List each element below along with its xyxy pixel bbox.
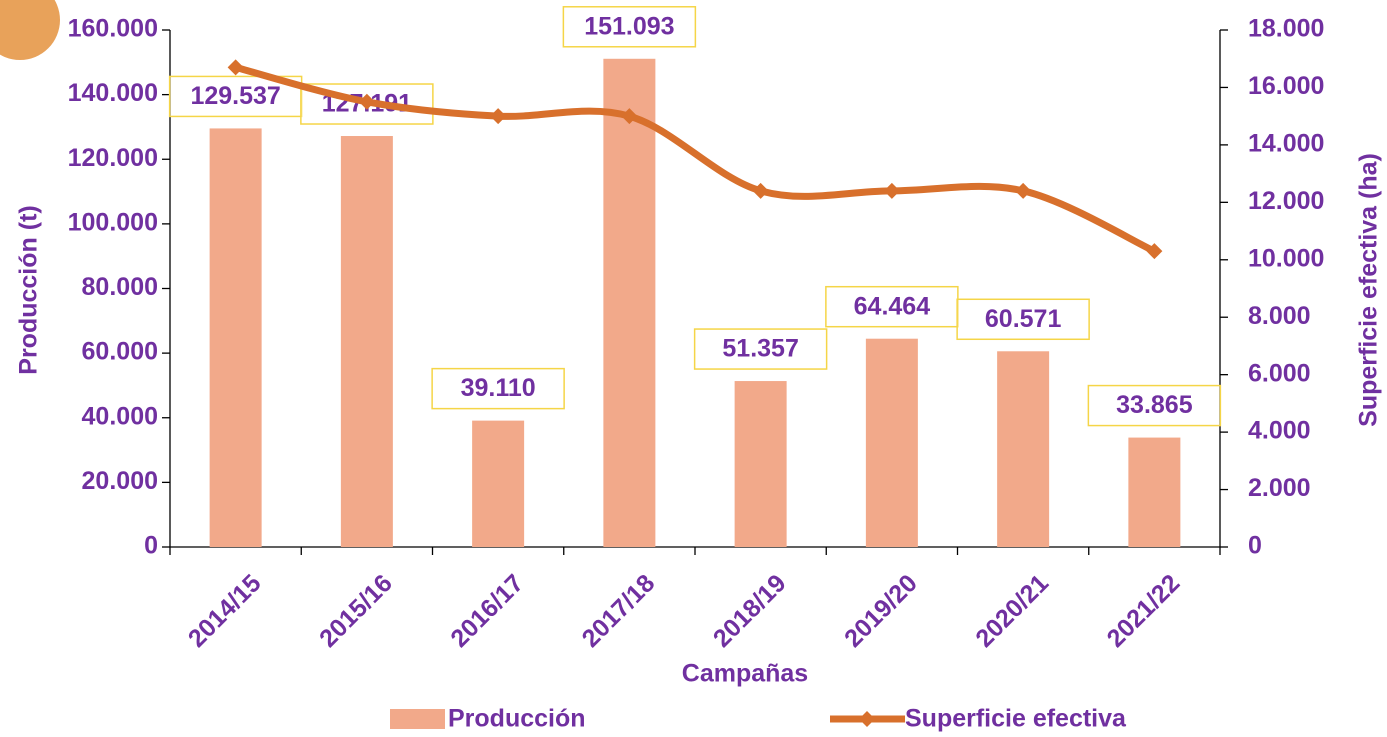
x-tick-label: 2020/21	[970, 569, 1054, 653]
x-tick-label: 2016/17	[445, 569, 529, 653]
y-tick-label: 80.000	[82, 273, 158, 301]
data-label: 64.464	[854, 292, 931, 320]
legend-swatch	[390, 709, 445, 729]
decoration	[0, 0, 60, 60]
legend-label: Superficie efectiva	[905, 705, 1127, 733]
bar	[340, 136, 393, 547]
bar	[1128, 437, 1181, 547]
data-label: 33.865	[1116, 391, 1193, 419]
bar	[472, 420, 525, 547]
bar	[997, 351, 1050, 547]
y2-tick-label: 6.000	[1248, 359, 1311, 387]
data-label: 39.110	[461, 374, 536, 402]
line	[234, 63, 1156, 255]
marker	[227, 59, 244, 76]
y2-tick-label: 0	[1248, 532, 1262, 560]
marker	[883, 182, 900, 199]
label-box	[825, 285, 959, 328]
label-box	[1087, 384, 1222, 427]
marker	[621, 108, 638, 125]
x-tick-label: 2018/19	[708, 569, 792, 653]
data-label: 60.571	[985, 305, 1062, 333]
legend-label: Producción	[448, 705, 586, 733]
x-tick-label: 2017/18	[577, 569, 661, 653]
x-tick-label: 2014/15	[183, 569, 267, 653]
bar	[865, 338, 918, 547]
y2-tick-label: 16.000	[1248, 72, 1324, 100]
y2-tick-label: 18.000	[1248, 15, 1324, 43]
x-tick-label: 2019/20	[839, 569, 923, 653]
y2-tick-label: 4.000	[1248, 417, 1311, 445]
y-tick-label: 140.000	[68, 79, 158, 107]
y-tick-label: 60.000	[82, 338, 158, 366]
y-axis-title: Producción (t)	[15, 205, 43, 374]
label-box	[562, 6, 697, 48]
label-box	[693, 328, 828, 370]
y2-tick-label: 14.000	[1248, 129, 1324, 157]
x-tick-label: 2021/22	[1102, 569, 1186, 653]
label-box	[431, 367, 565, 410]
y2-axis-title: Superficie efectiva (ha)	[1355, 153, 1383, 427]
marker	[752, 182, 769, 199]
data-label: 151.093	[584, 12, 674, 40]
bar	[734, 381, 787, 547]
y-tick-label: 100.000	[68, 208, 158, 236]
marker	[490, 108, 507, 125]
y2-tick-label: 10.000	[1248, 244, 1324, 272]
data-label: 129.537	[190, 82, 280, 110]
y2-tick-label: 12.000	[1248, 187, 1324, 215]
marker	[358, 93, 375, 110]
y2-tick-label: 2.000	[1248, 474, 1311, 502]
y-tick-label: 40.000	[82, 402, 158, 430]
label-box	[956, 298, 1090, 341]
legend-swatch	[859, 711, 875, 727]
y-tick-label: 120.000	[68, 144, 158, 172]
y2-tick-label: 8.000	[1248, 302, 1311, 330]
marker	[1015, 182, 1032, 199]
x-axis-title: Campañas	[682, 660, 808, 688]
y-tick-label: 20.000	[82, 467, 158, 495]
bar	[603, 58, 656, 548]
bar	[209, 128, 262, 547]
x-tick-label: 2015/16	[314, 569, 398, 653]
marker	[1146, 243, 1163, 260]
data-label: 51.357	[722, 335, 798, 363]
y-tick-label: 160.000	[68, 15, 158, 43]
y-tick-label: 0	[144, 532, 158, 560]
